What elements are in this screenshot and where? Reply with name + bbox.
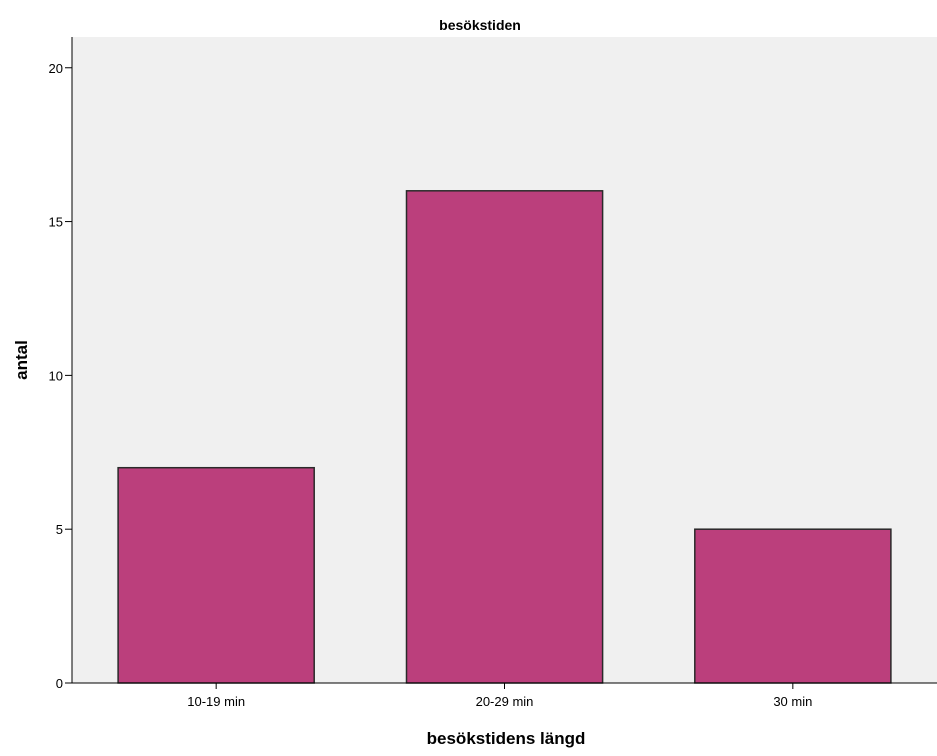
y-tick-label: 5 bbox=[56, 522, 63, 537]
y-tick-label: 0 bbox=[56, 676, 63, 691]
y-tick-label: 10 bbox=[49, 368, 63, 383]
x-tick-label: 10-19 min bbox=[187, 694, 245, 709]
x-tick-label: 30 min bbox=[773, 694, 812, 709]
bar-10-19-min bbox=[117, 466, 315, 684]
bars-layer bbox=[117, 190, 892, 684]
y-tick-label: 20 bbox=[49, 61, 63, 76]
ticks-layer: 10-19 min 20-29 min 30 min 0 5 10 15 20 bbox=[49, 61, 813, 709]
y-axis-label: antal bbox=[12, 340, 31, 380]
bar-30-min bbox=[694, 528, 892, 684]
x-tick-label: 20-29 min bbox=[476, 694, 534, 709]
bar-20-29-min bbox=[405, 190, 604, 684]
chart-title: besökstiden bbox=[439, 17, 521, 33]
x-axis-label: besökstidens längd bbox=[427, 729, 586, 748]
y-tick-label: 15 bbox=[49, 215, 63, 230]
